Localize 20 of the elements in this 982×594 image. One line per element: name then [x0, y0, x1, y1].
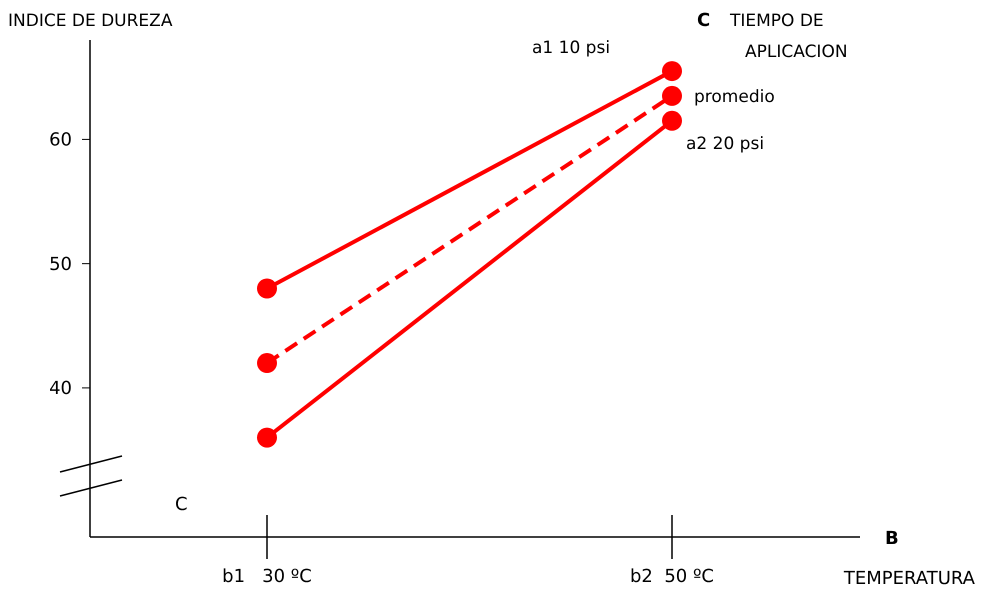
point: [662, 110, 682, 131]
x-axis-title: TEMPERATURA: [842, 568, 976, 589]
point: [257, 428, 277, 448]
point: [662, 61, 682, 82]
series-label: a2 20 psi: [686, 134, 764, 154]
series-label: promedio: [694, 86, 775, 107]
y-axis-title: INDICE DE DUREZA: [8, 11, 173, 31]
text: a1 10 psi: [532, 38, 610, 58]
point: [257, 278, 277, 298]
text: B: [885, 528, 899, 549]
point: [662, 86, 682, 106]
text: C: [697, 10, 710, 31]
y-tick-label: 60: [49, 130, 72, 151]
x-tick-label: b2 50 ºC: [630, 566, 714, 587]
y-tick-label: 40: [49, 378, 72, 400]
point: [257, 353, 277, 374]
annotation: C: [175, 494, 188, 515]
x-tick-label: b1 30 ºC: [222, 566, 312, 587]
legend-title: TIEMPO DE APLICACION: [729, 11, 848, 62]
y-tick-label: 50: [49, 254, 72, 275]
